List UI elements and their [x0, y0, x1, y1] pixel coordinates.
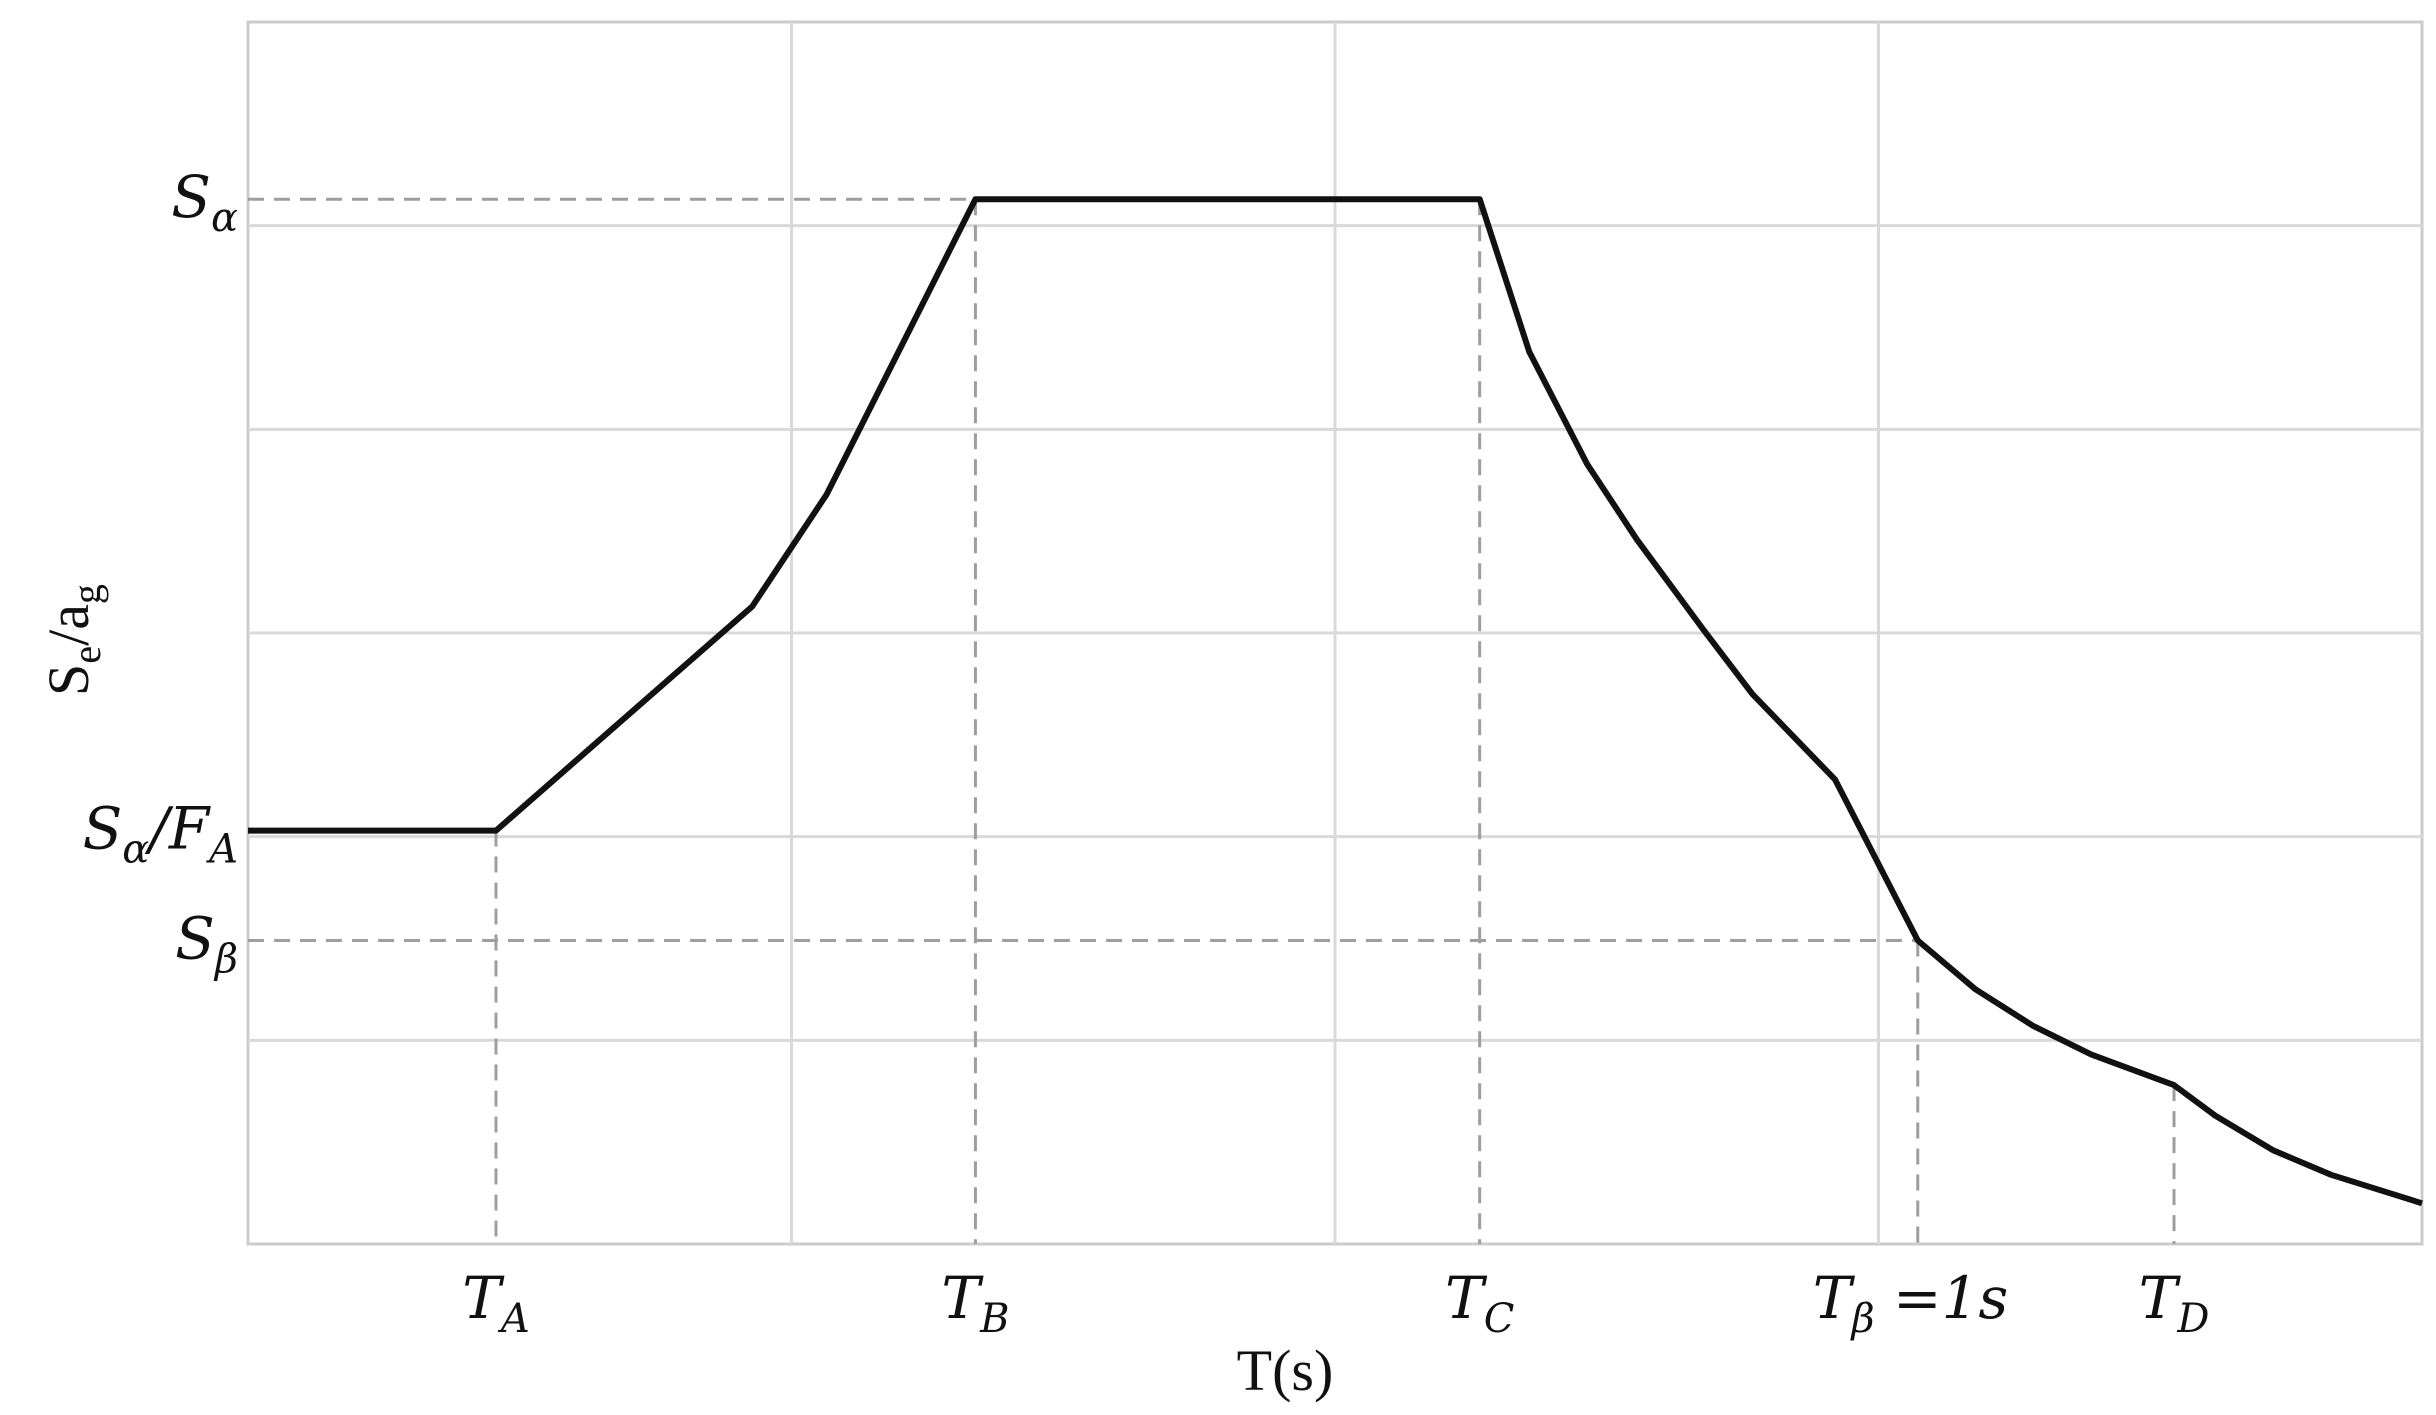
y-tick-label: Sβ — [175, 905, 238, 983]
x-tick-label: TD — [2139, 1264, 2210, 1342]
y-axis-title-main: S — [36, 664, 101, 696]
guide-lines — [248, 197, 2176, 1244]
x-tick-label: TA — [462, 1264, 530, 1342]
x-tick-label: TC — [1445, 1264, 1514, 1342]
x-tick-labels: TA TB TC Tβ =1s TD — [462, 1264, 2209, 1342]
y-axis-title: Se/ag — [36, 584, 109, 696]
y-axis-title-sub2: g — [64, 584, 109, 604]
y-tick-label: Sα/FA — [83, 795, 238, 873]
y-tick-label: Sα — [171, 163, 238, 241]
y-axis-title-sub1: e — [64, 646, 109, 664]
grid-lines — [248, 22, 2422, 1244]
y-axis-title-mid: /a — [36, 604, 101, 646]
series-layer — [248, 196, 2423, 1207]
y-tick-labels: Sα Sα/FA Sβ — [83, 163, 238, 982]
spectrum-series-line — [248, 196, 2423, 1207]
x-tick-label: Tβ =1s — [1813, 1264, 2009, 1342]
x-tick-label: TB — [941, 1264, 1009, 1342]
svg-text:Se/ag: Se/ag — [36, 584, 109, 696]
x-axis-title: T(s) — [1237, 1338, 1334, 1403]
